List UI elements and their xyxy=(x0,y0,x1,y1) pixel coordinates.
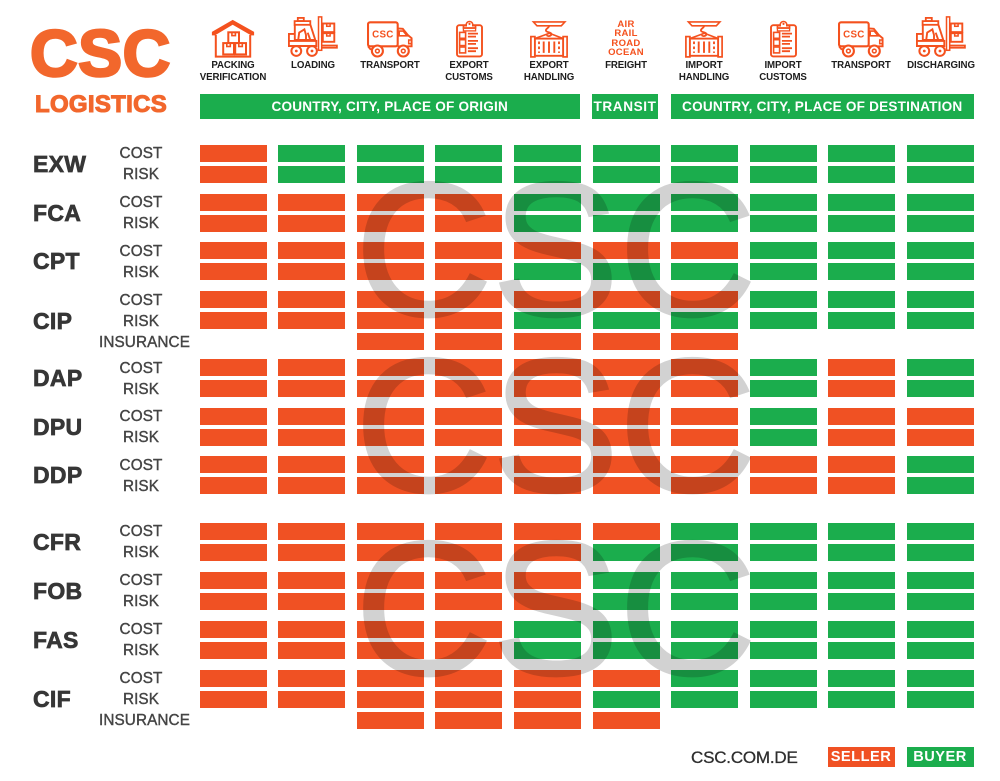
svg-text:CSC: CSC xyxy=(843,29,865,40)
svg-text:CSC: CSC xyxy=(372,29,394,40)
